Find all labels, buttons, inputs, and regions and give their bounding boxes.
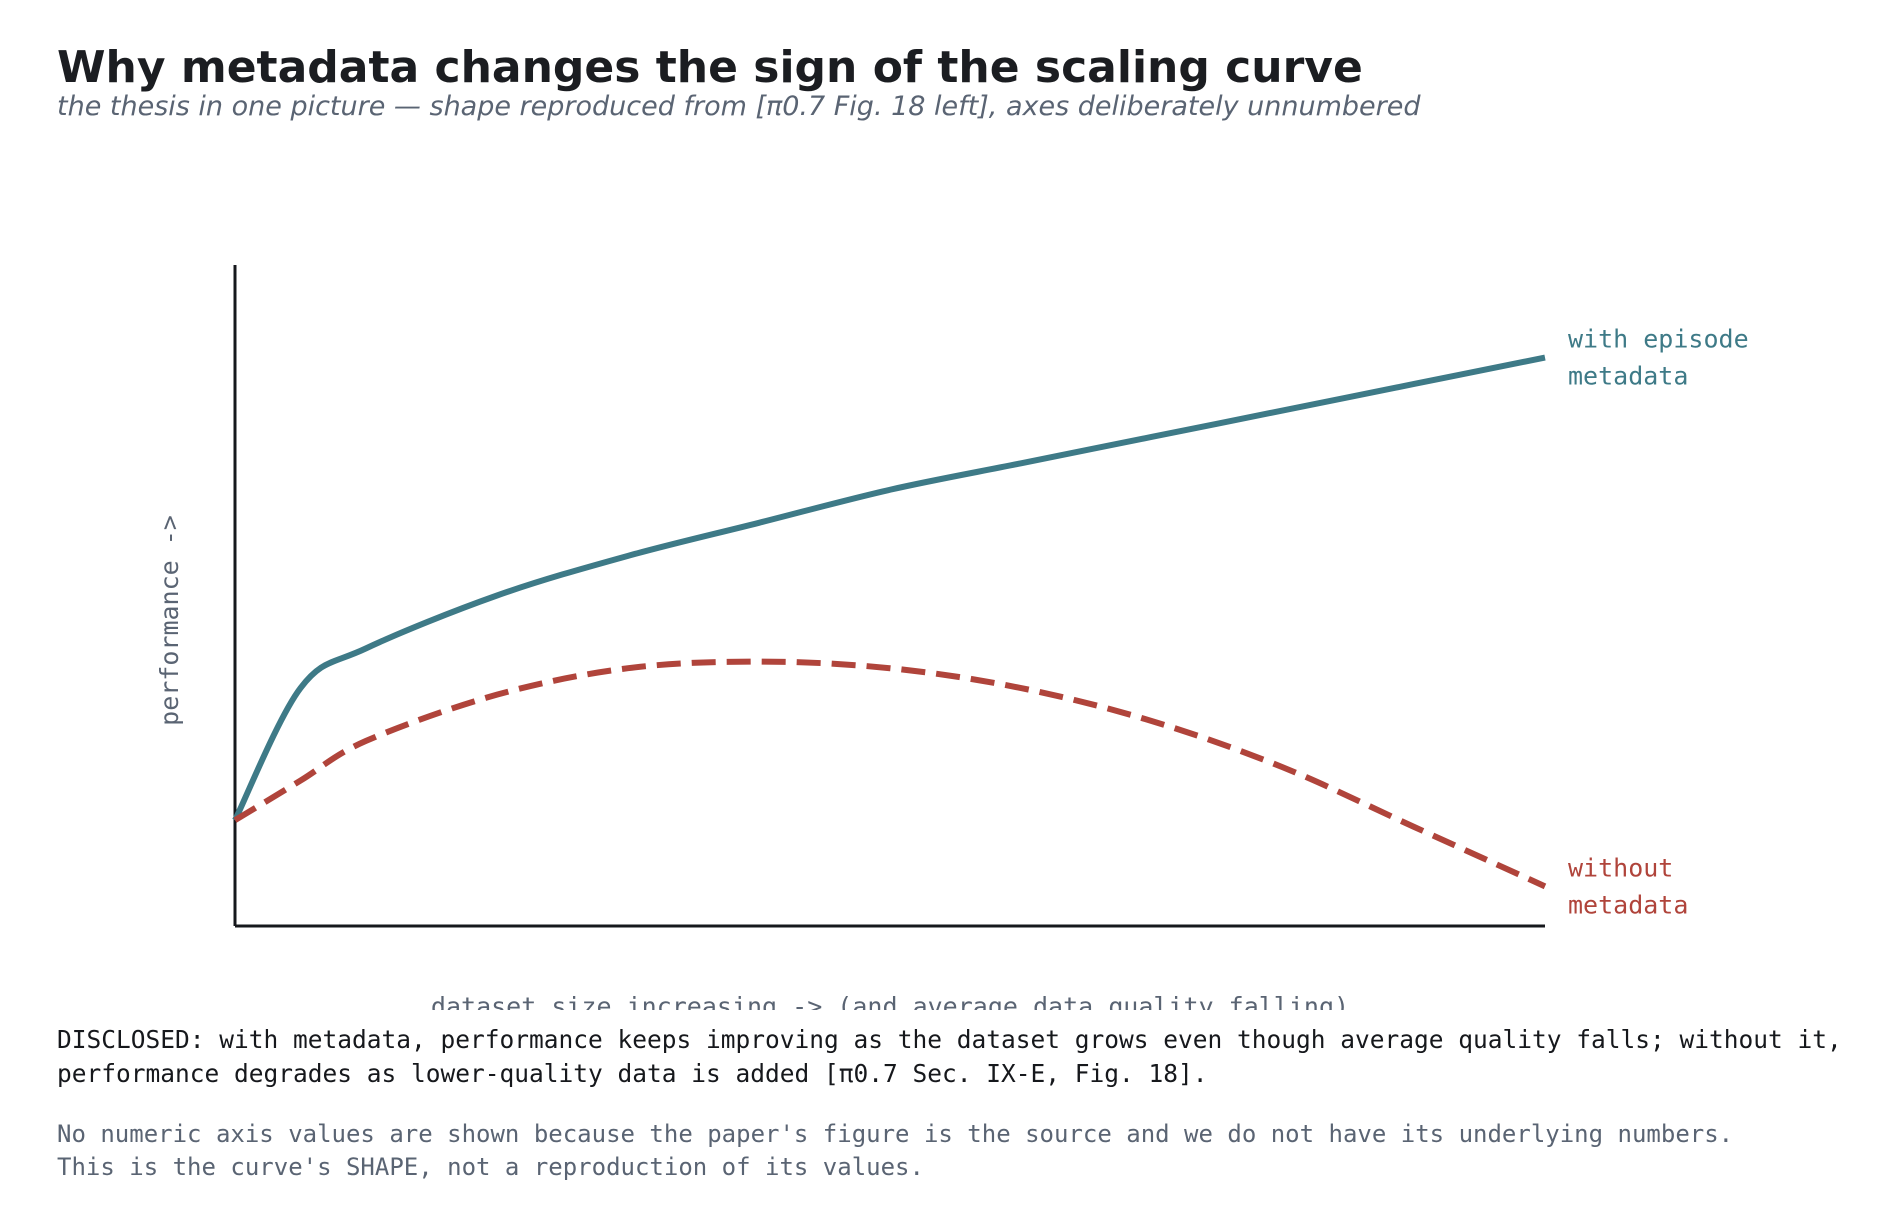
series-label-line: metadata [1568, 362, 1688, 391]
x-axis-label: dataset size increasing -> (and average … [431, 992, 1349, 1010]
chart-title: Why metadata changes the sign of the sca… [57, 42, 1363, 93]
disclosure-line: DISCLOSED: with metadata, performance ke… [57, 1025, 1842, 1054]
footnote-line: No numeric axis values are shown because… [57, 1120, 1734, 1148]
series-label-1: without metadata [1568, 853, 1688, 919]
series-label-line: metadata [1568, 890, 1688, 919]
disclosure-line: performance degrades as lower-quality da… [57, 1059, 1208, 1088]
series-label-0: with episode metadata [1568, 325, 1749, 391]
disclosure-text: DISCLOSED: with metadata, performance ke… [57, 1023, 1897, 1091]
footnote-line: This is the curve's SHAPE, not a reprodu… [57, 1153, 924, 1181]
series-label-line: without [1568, 853, 1673, 882]
footnote-text: No numeric axis values are shown because… [57, 1118, 1897, 1184]
y-axis-label: performance -> [155, 515, 184, 726]
chart-subtitle: the thesis in one picture — shape reprod… [57, 91, 1421, 122]
scaling-chart: performance -> dataset size increasing -… [155, 265, 1749, 1010]
series-label-line: with episode [1568, 325, 1749, 354]
series-line-1 [233, 658, 1547, 890]
series-line-0 [232, 354, 1546, 822]
